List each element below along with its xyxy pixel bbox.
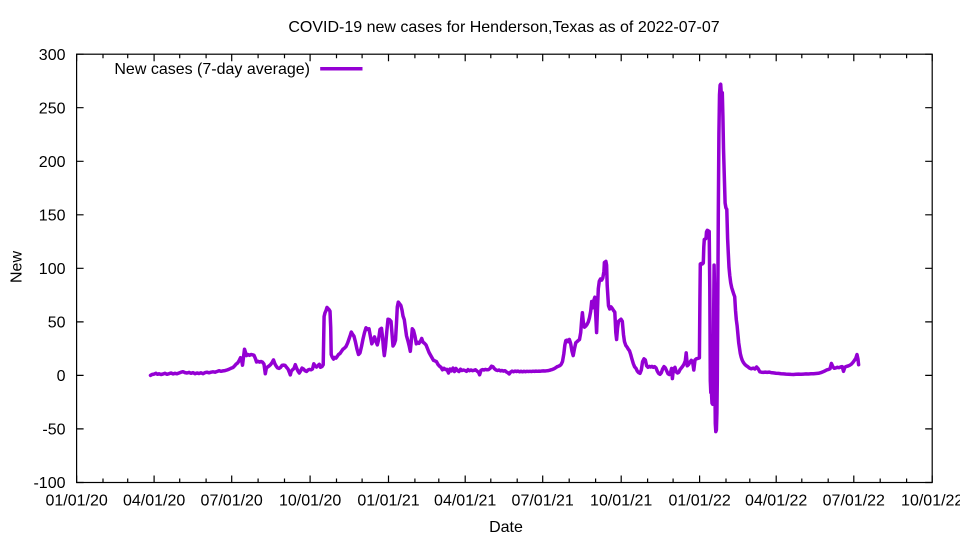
svg-text:04/01/20: 04/01/20 — [123, 493, 185, 510]
svg-text:04/01/21: 04/01/21 — [434, 493, 496, 510]
svg-text:10/01/22: 10/01/22 — [901, 493, 960, 510]
svg-text:10/01/21: 10/01/21 — [590, 493, 652, 510]
svg-text:01/01/20: 01/01/20 — [45, 493, 107, 510]
svg-text:07/01/22: 07/01/22 — [823, 493, 885, 510]
svg-text:0: 0 — [57, 368, 66, 385]
svg-text:-100: -100 — [33, 475, 65, 492]
svg-text:300: 300 — [39, 47, 66, 64]
svg-text:100: 100 — [39, 261, 66, 278]
svg-text:200: 200 — [39, 154, 66, 171]
svg-text:07/01/20: 07/01/20 — [201, 493, 263, 510]
svg-text:50: 50 — [48, 315, 66, 332]
svg-text:150: 150 — [39, 208, 66, 225]
svg-text:-50: -50 — [42, 422, 65, 439]
svg-text:250: 250 — [39, 100, 66, 117]
svg-text:Date: Date — [489, 519, 523, 536]
svg-text:New: New — [9, 251, 26, 283]
svg-text:04/01/22: 04/01/22 — [745, 493, 807, 510]
svg-text:01/01/21: 01/01/21 — [357, 493, 419, 510]
svg-text:10/01/20: 10/01/20 — [279, 493, 341, 510]
svg-text:01/01/22: 01/01/22 — [668, 493, 730, 510]
svg-text:New cases (7-day average): New cases (7-day average) — [114, 61, 310, 78]
svg-text:07/01/21: 07/01/21 — [512, 493, 574, 510]
svg-text:COVID-19 new cases for Henders: COVID-19 new cases for Henderson,Texas a… — [288, 19, 719, 36]
